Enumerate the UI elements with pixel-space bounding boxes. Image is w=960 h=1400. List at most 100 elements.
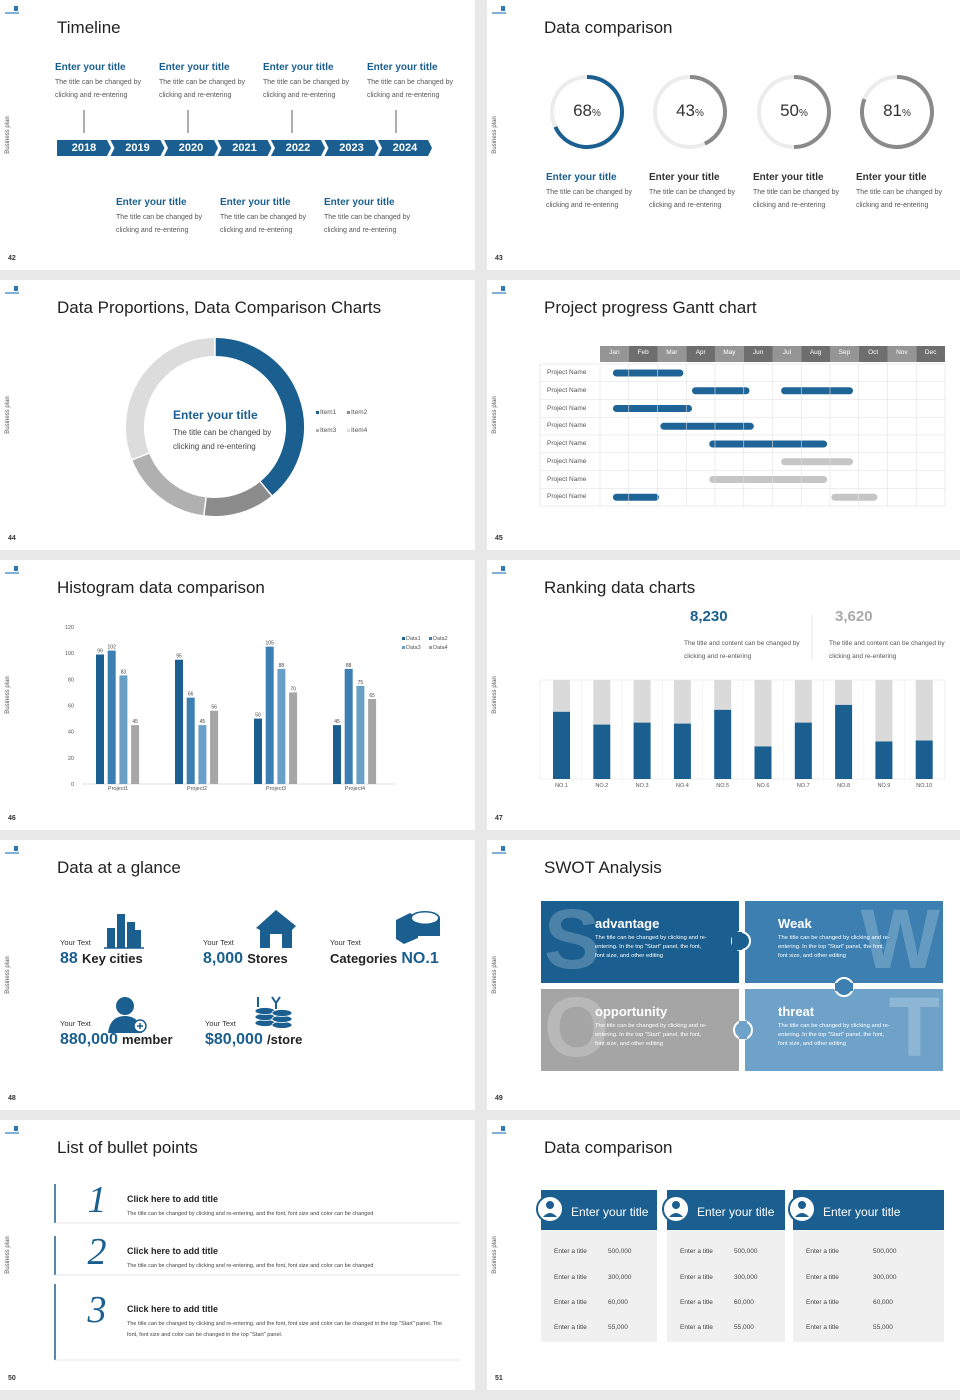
slide-title: Histogram data comparison (57, 578, 265, 597)
item-line: 8,000 Stores (203, 950, 288, 968)
side-label: Business plan (5, 956, 11, 994)
value-label: 56 (211, 705, 217, 711)
swot-title: Weak (778, 916, 812, 931)
y-tick-label: 60 (68, 704, 74, 710)
slide: 0 20 40 60 80 100 120 99 102 83 45 95 66 45 56 50 105 88 7… (0, 560, 475, 830)
side-label: Business plan (492, 676, 498, 714)
ring-value: 50% (759, 101, 829, 124)
slide-graphics (5, 6, 432, 156)
bar (277, 668, 286, 784)
item-line: $80,000 /store (205, 1031, 302, 1049)
y-tick-label: 100 (65, 651, 74, 657)
ring-number: 43 (676, 101, 695, 120)
value-label: 105 (266, 641, 275, 647)
x-tick-label: NO.9 (877, 783, 891, 789)
item-word: Key cities (81, 951, 143, 966)
bar-segment (915, 740, 933, 779)
bar-segment (673, 680, 691, 724)
highlight-text: The title and content can be changed by … (829, 640, 945, 660)
ring-number: 50 (780, 101, 799, 120)
card-row-label: Enter a title (806, 1248, 839, 1255)
item-label: Your Text (330, 938, 361, 947)
logo (492, 1132, 506, 1134)
slide-title: SWOT Analysis (544, 858, 662, 877)
legend-swatch (316, 429, 319, 432)
x-tick-label: Project4 (344, 786, 366, 792)
bar-segment (915, 680, 933, 741)
ring-title: Enter your title (753, 172, 824, 183)
y-tick-label: 120 (65, 625, 74, 631)
value-label: 45 (200, 719, 206, 725)
card-header (793, 1190, 944, 1230)
bar (119, 675, 128, 784)
ring-arc (860, 75, 934, 149)
item-label: Your Text (205, 1019, 236, 1028)
logo (14, 566, 18, 571)
x-tick-label: Project1 (107, 786, 129, 792)
ring-number: 81 (883, 101, 902, 120)
year-label: 2024 (392, 142, 418, 154)
month-header (887, 346, 917, 362)
bar (356, 685, 365, 784)
logo (501, 1126, 505, 1131)
row-label: Project Name (547, 386, 587, 394)
slide-graphics (492, 286, 946, 507)
x-tick-label: NO.7 (796, 783, 810, 789)
row-label: Project Name (547, 440, 587, 447)
icon-person-head (116, 997, 134, 1015)
segment-divider (131, 452, 151, 461)
bar-segment (553, 711, 570, 779)
card-row-value: 60,000 (873, 1299, 893, 1306)
legend-label: Data3 (406, 644, 421, 651)
swot-title: opportunity (595, 1004, 668, 1019)
card-icon-body (543, 1213, 557, 1217)
x-tick-label: NO.3 (635, 783, 649, 789)
swot-letter-box: T (745, 983, 943, 1071)
card-row-label: Enter a title (806, 1299, 839, 1306)
year-label: 2020 (178, 142, 204, 154)
year-arrow (271, 140, 325, 156)
slide-graphics (5, 1126, 460, 1361)
month-label: Apr (695, 349, 706, 356)
card-row-label: Enter a title (680, 1248, 713, 1255)
logo (501, 846, 505, 851)
ring-text: The title can be changed by clicking and… (856, 189, 943, 209)
item-title: Enter your title (263, 62, 334, 73)
card-row-value: 500,000 (873, 1248, 897, 1255)
swot-text: The title can be changed by clicking and… (778, 1023, 890, 1047)
side-label: Business plan (5, 116, 11, 154)
gantt-bar (831, 493, 878, 501)
segment-divider (259, 480, 273, 497)
bar (368, 698, 377, 784)
slide: Project progress Gantt chart Business pla… (487, 280, 960, 550)
slide-title: Ranking data charts (544, 578, 696, 597)
item-number: NO.1 (401, 950, 439, 967)
value-label: 88 (279, 663, 285, 669)
bar (96, 654, 104, 784)
slide: Ranking data charts Business plan 47 NO.1 NO… (487, 560, 960, 830)
bar-segment (875, 741, 893, 779)
icon-building (133, 930, 141, 948)
card-row-label: Enter a title (680, 1299, 713, 1306)
card-row-label: Enter a title (806, 1274, 839, 1281)
swot-title: advantage (595, 916, 660, 931)
bar (175, 659, 183, 784)
item-title: Enter your title (159, 62, 230, 73)
item-text: The title can be changed by clicking and… (324, 214, 411, 234)
y-tick-label: 20 (68, 756, 74, 762)
card-row-label: Enter a title (680, 1324, 713, 1331)
slide-graphics: 0 20 40 60 80 100 120 99 102 83 45 95 66 45 56 50 105 88 7… (5, 566, 432, 788)
donut-segment (203, 481, 272, 516)
item-text: The title can be changed by clicking and… (263, 79, 350, 99)
slide-title: Timeline (57, 18, 121, 37)
year-arrow (110, 140, 165, 156)
card-row-label: Enter a title (806, 1324, 839, 1331)
value-label: 45 (334, 719, 340, 725)
card-icon-body (795, 1213, 809, 1217)
legend-label: Data2 (433, 635, 448, 642)
icon-coin (271, 1009, 293, 1017)
x-tick-label: NO.8 (837, 783, 851, 789)
ring-arc (689, 75, 727, 146)
side-label: Business plan (492, 116, 498, 154)
ring-text: The title can be changed by clicking and… (649, 189, 736, 209)
